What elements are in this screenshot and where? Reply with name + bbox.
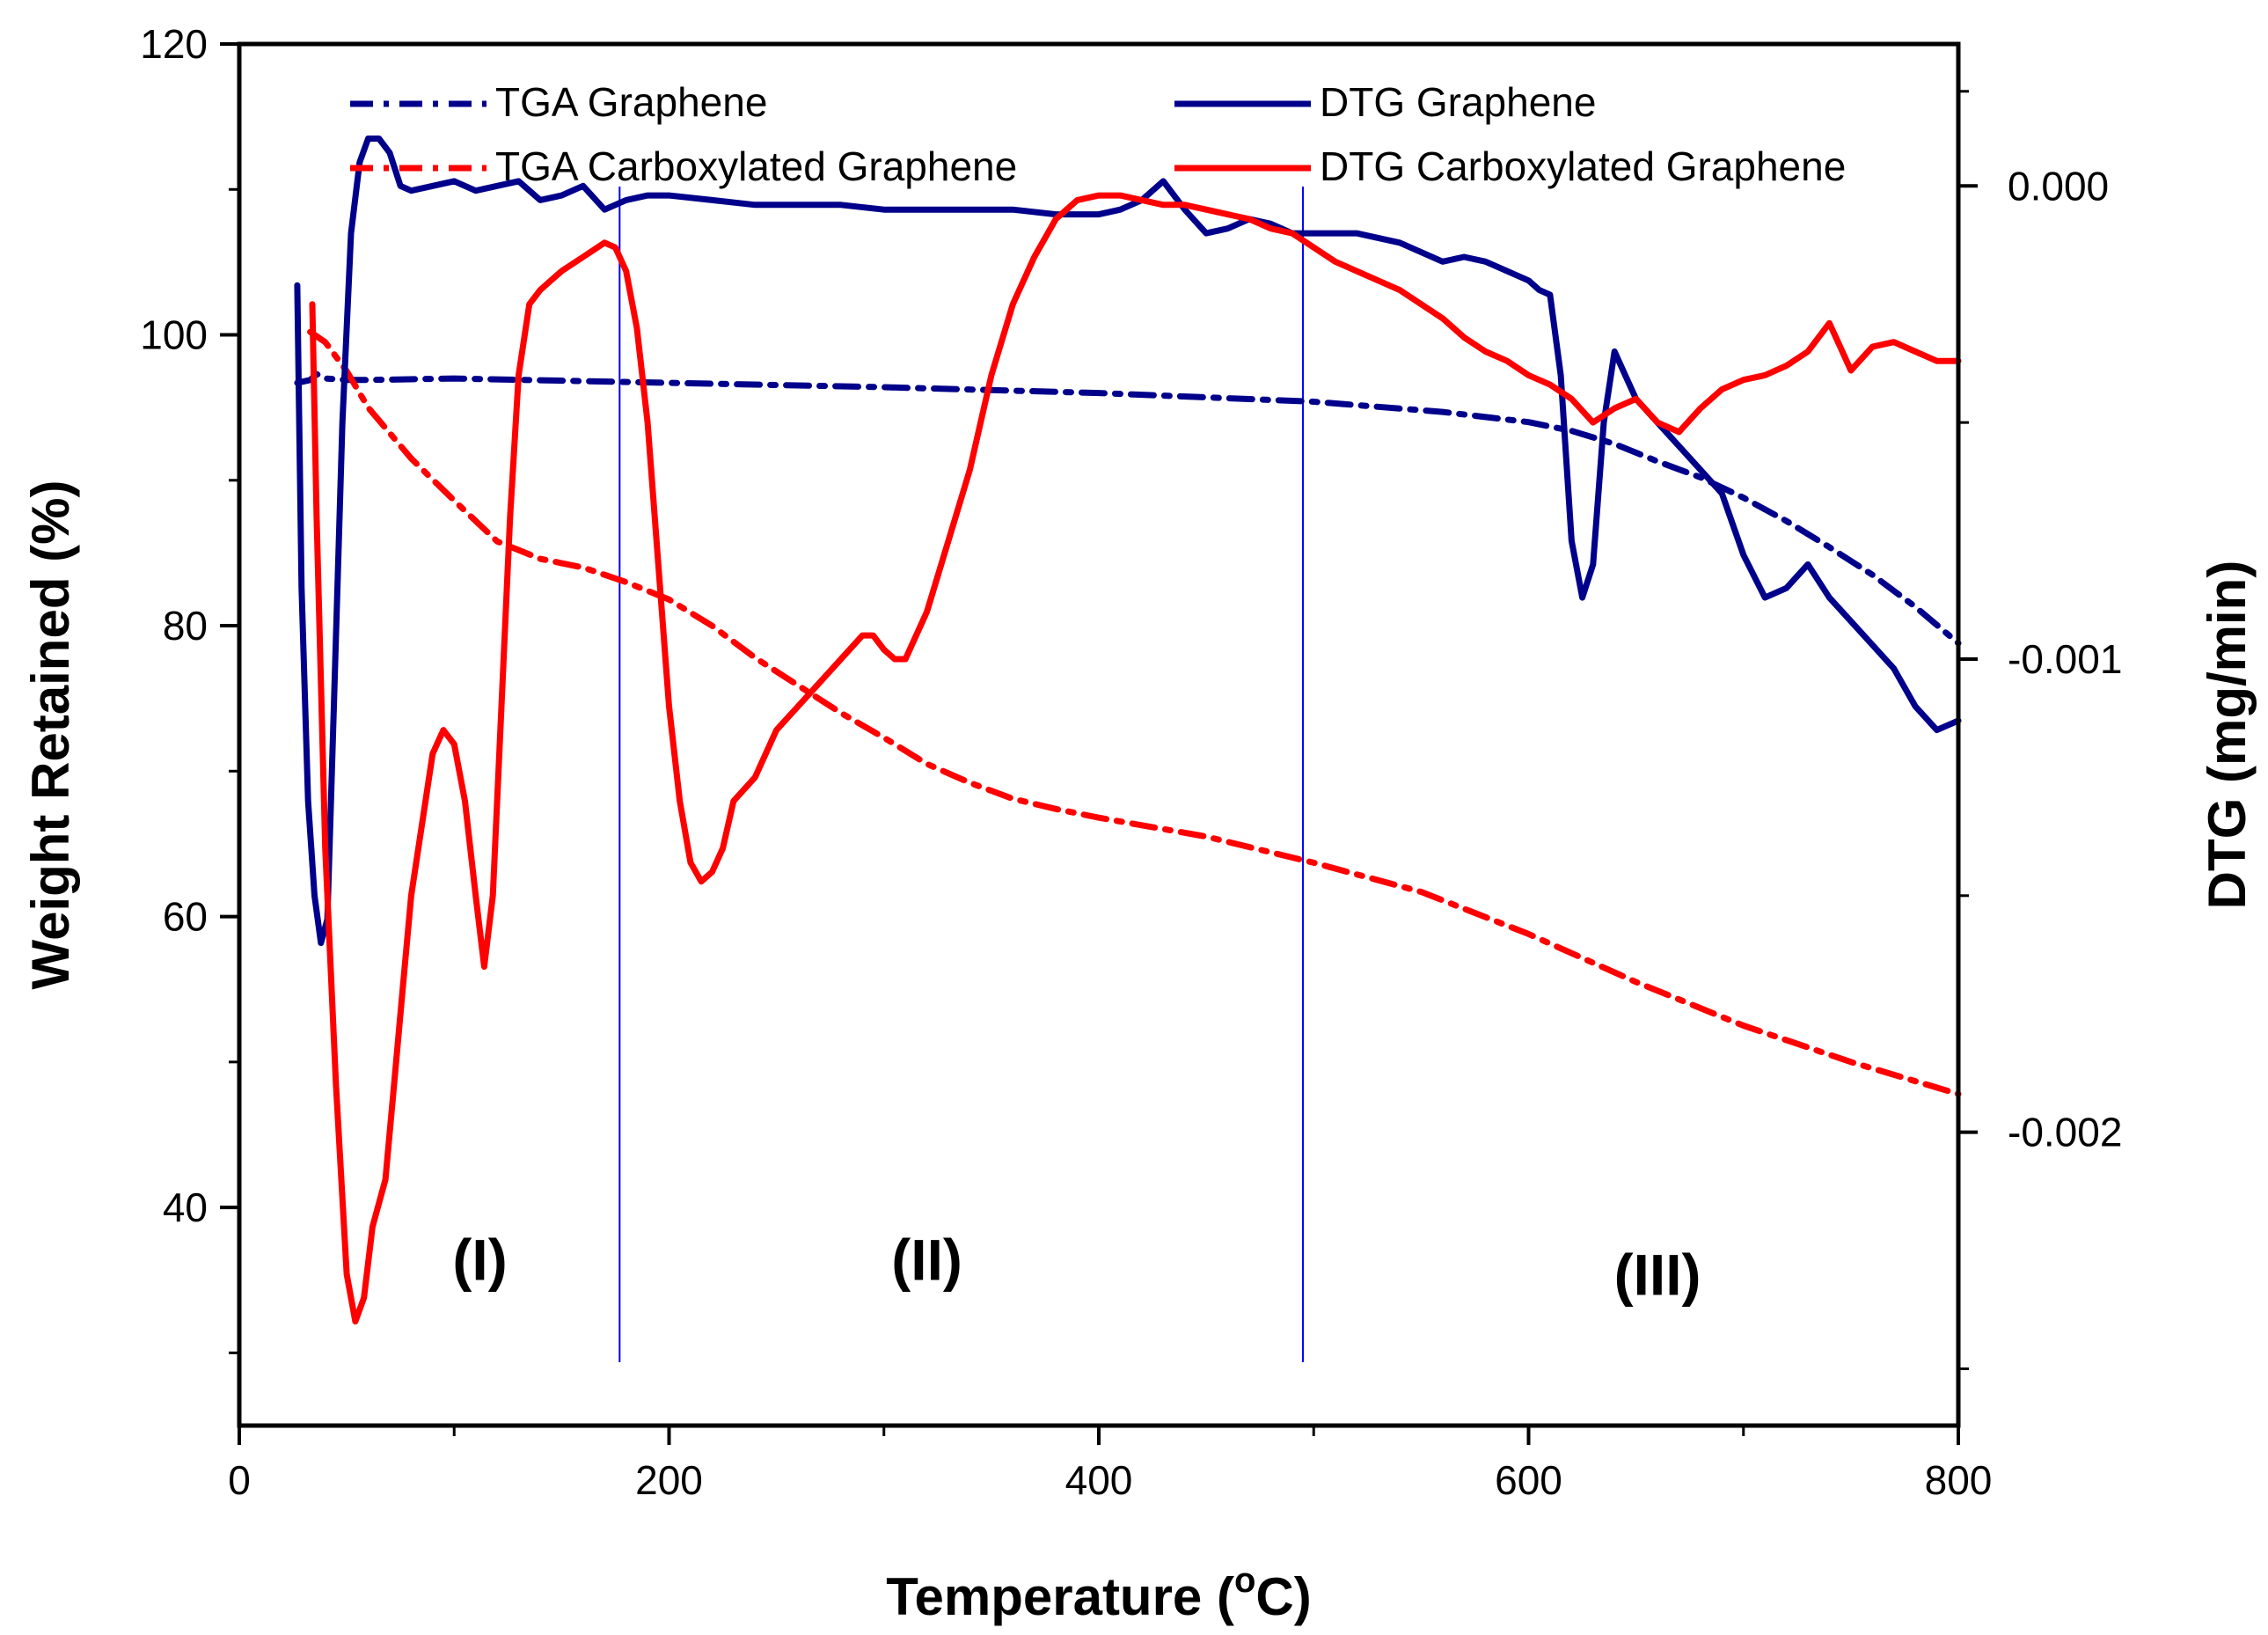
region-label: (III) [1614,1242,1701,1307]
legend: TGA Graphene DTG Graphene TGA Carboxylated… [350,79,1846,189]
y-tick-label: 80 [163,603,208,649]
y-axis-left: 40 60 80 100 120 [140,21,239,1354]
y-tick-label: 100 [140,312,208,358]
legend-label: DTG Carboxylated Graphene [1320,143,1846,189]
series-line-2 [294,136,1962,947]
series-line-3 [309,192,1962,1325]
x-tick-label: 0 [228,1457,251,1503]
x-tick-label: 200 [635,1457,703,1503]
x-tick-label: 600 [1495,1457,1562,1503]
region-label: (II) [891,1228,962,1293]
x-axis-title-superscript: o [1234,1561,1255,1600]
y-tick-label: 60 [163,894,208,940]
x-tick-label: 800 [1925,1457,1993,1503]
x-axis-title-main: Temperature ( [886,1567,1234,1626]
legend-label: TGA Graphene [495,79,767,125]
x-axis: 0 200 400 600 800 [228,1426,1992,1503]
x-axis-title: Temperature (oC) [886,1561,1311,1626]
x-tick-label: 400 [1065,1457,1133,1503]
series-line-1 [307,328,1962,1097]
x-axis-title-tail: C) [1255,1567,1311,1626]
legend-label: DTG Graphene [1320,79,1596,125]
y-tick-label: 40 [163,1184,208,1230]
y-axis-title: Weight Retained (%) [21,480,80,990]
legend-label: TGA Carboxylated Graphene [495,143,1017,189]
y-axis-right: 0.000 -0.001 -0.002 [1958,90,2122,1370]
region-labels: (I) (II) (III) [452,1228,1701,1308]
region-label: (I) [452,1228,507,1293]
y-tick-label: 120 [140,21,208,67]
series-line-0 [294,370,1962,647]
y2-tick-label: -0.002 [2008,1110,2122,1155]
series-layer [294,136,1962,1325]
y2-tick-label: 0.000 [2008,163,2109,209]
y2-axis-title: DTG (mg/min) [2198,561,2257,910]
y2-tick-label: -0.001 [2008,636,2122,682]
